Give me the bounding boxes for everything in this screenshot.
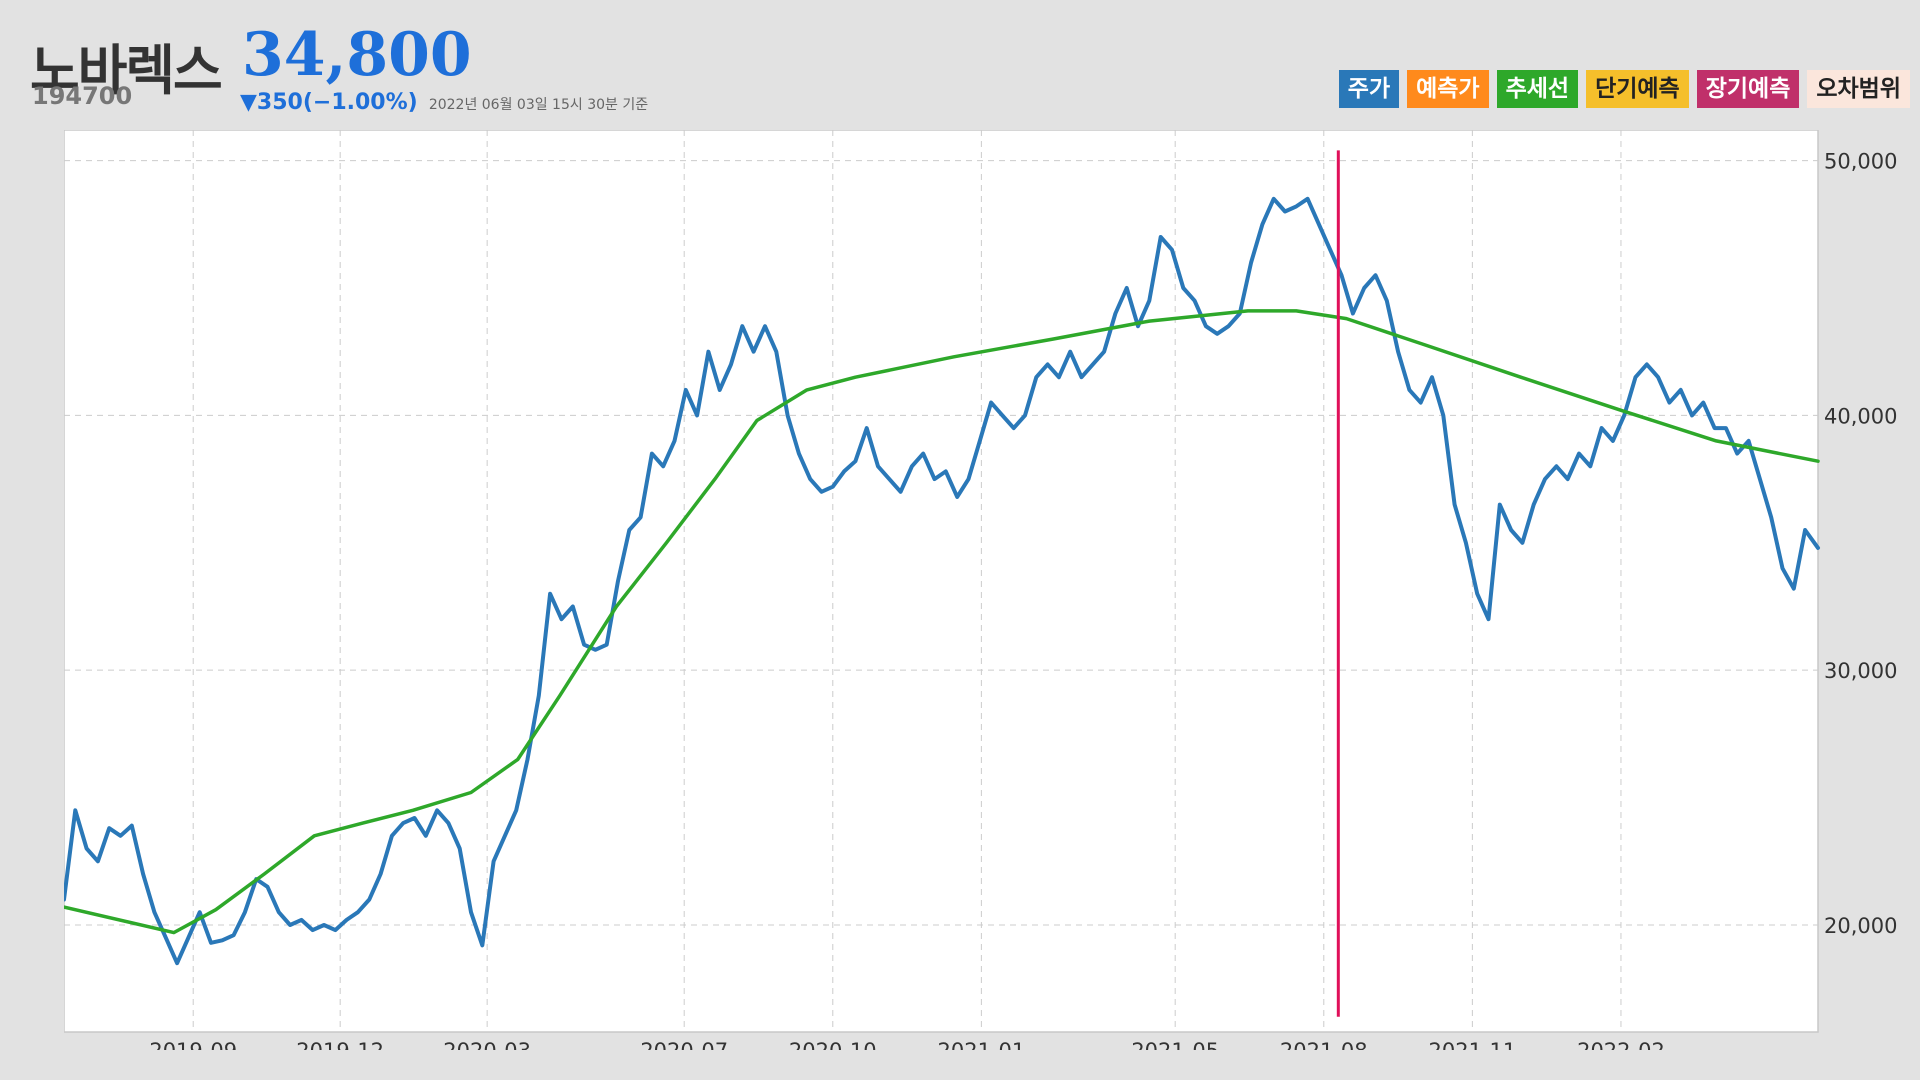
x-tick-label: 2021-08 (1280, 1039, 1368, 1050)
plot-area (63, 129, 1819, 1033)
x-tick-label: 2022-02 (1577, 1039, 1665, 1050)
x-tick-label: 2020-07 (640, 1039, 728, 1050)
x-tick-label: 2019-09 (149, 1039, 237, 1050)
y-tick-label: 20,000 (1824, 914, 1897, 938)
chart-legend: 주가 예측가 추세선 단기예측 장기예측 오차범위 (1338, 70, 1910, 108)
x-tick-label: 2019-12 (296, 1039, 384, 1050)
legend-item: 장기예측 (1696, 70, 1800, 108)
x-tick-label: 2020-03 (443, 1039, 531, 1050)
x-tick-label: 2021-05 (1131, 1039, 1219, 1050)
stock-chart-svg: 20,000 30,000 40,000 50,000 2019-09 2019-12 20… (62, 129, 1897, 1063)
x-tick-label: 2021-11 (1428, 1039, 1516, 1050)
legend-item: 오차범위 (1807, 70, 1910, 108)
stock-chart: 20,000 30,000 40,000 50,000 2019-09 2019-12 20… (62, 129, 1912, 1063)
price-change: ▼350(−1.00%) (240, 90, 418, 115)
legend-item: 단기예측 (1586, 70, 1689, 108)
quote-timestamp: 2022년 06월 03일 15시 30분 기준 (428, 97, 649, 113)
x-tick-label: 2020-10 (789, 1039, 877, 1050)
x-tick-label: 2021-01 (938, 1039, 1026, 1050)
price-series-line (62, 196, 1820, 966)
change-row: ▼350(−1.00%) 2022년 06월 03일 15시 30분 기준 (240, 90, 648, 115)
y-tick-label: 30,000 (1824, 659, 1897, 683)
y-tick-label: 50,000 (1824, 150, 1897, 174)
stock-code: 194700 (32, 82, 133, 110)
quote-header: 노바렉스 194700 34,800 ▼350(−1.00%) 2022년 06… (30, 18, 1910, 128)
trend-series-line (62, 309, 1820, 935)
legend-item: 예측가 (1407, 70, 1489, 108)
legend-item: 주가 (1338, 70, 1400, 108)
y-tick-label: 40,000 (1824, 404, 1897, 428)
stock-price: 34,800 (242, 20, 472, 90)
stock-name: 노바렉스 (30, 39, 223, 102)
legend-item: 추세선 (1496, 70, 1579, 108)
